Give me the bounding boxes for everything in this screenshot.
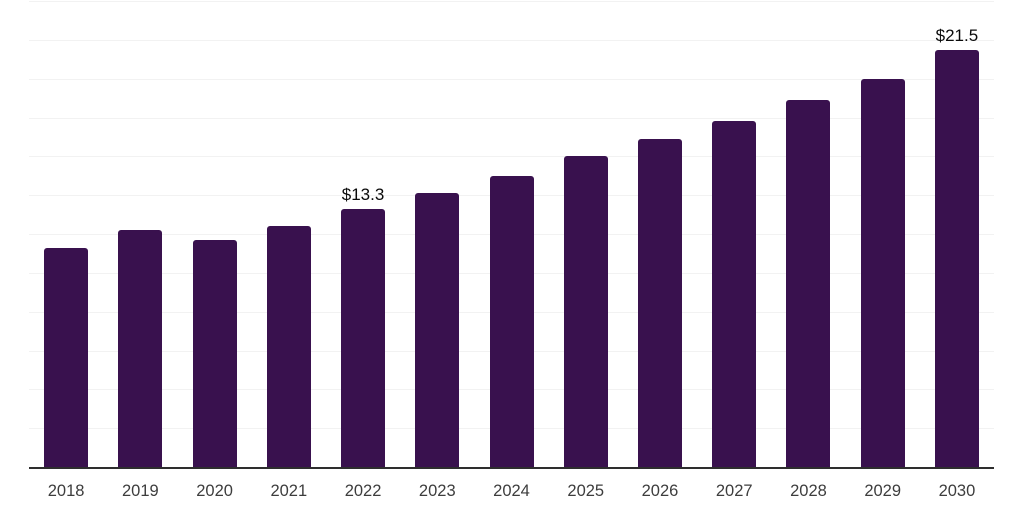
bar-slot-2020 <box>177 1 251 467</box>
gridline <box>29 78 994 80</box>
bar-slot-2030: $21.5 <box>920 1 994 467</box>
x-tick-2026: 2026 <box>641 482 679 500</box>
x-axis-labels: 2018 2019 2020 2021 2022 2023 2024 2025 2026 2027… <box>29 482 994 501</box>
gridline <box>29 39 994 41</box>
x-tick-2028: 2028 <box>790 482 827 500</box>
bar-2024 <box>489 175 534 467</box>
bar-slot-2027 <box>697 1 771 467</box>
bar-2027 <box>712 121 757 467</box>
bar-2022 <box>341 208 386 467</box>
bar-2018 <box>44 247 89 467</box>
bar-2029 <box>860 78 905 467</box>
x-tick-2030: 2030 <box>938 482 976 500</box>
bar-slot-2023 <box>400 1 474 467</box>
bar-slot-2028 <box>771 1 845 467</box>
plot-area: $13.3 $21.5 <box>29 1 994 469</box>
gridline <box>29 156 994 158</box>
bar-slot-2018 <box>29 1 103 467</box>
x-tick-2022: 2022 <box>344 482 382 500</box>
bar-slot-2029 <box>846 1 920 467</box>
x-tick-2020: 2020 <box>196 482 233 500</box>
bar-slot-2021 <box>252 1 326 467</box>
bar-2028 <box>786 100 831 467</box>
x-tick-2024: 2024 <box>493 482 530 500</box>
x-tick-2029: 2029 <box>864 482 902 500</box>
x-tick-2025: 2025 <box>567 482 605 500</box>
gridline <box>29 117 994 119</box>
bar-slot-2019 <box>103 1 177 467</box>
bar-2019 <box>118 230 163 467</box>
bar-2026 <box>637 138 682 467</box>
bar-slot-2024 <box>474 1 548 467</box>
bars: $13.3 $21.5 <box>29 1 994 467</box>
bar-slot-2026 <box>623 1 697 467</box>
bar-slot-2022: $13.3 <box>326 1 400 467</box>
bar-slot-2025 <box>549 1 623 467</box>
x-tick-2021: 2021 <box>270 482 308 500</box>
bar-2021 <box>266 226 311 467</box>
bar-2020 <box>192 239 237 467</box>
x-tick-2023: 2023 <box>418 482 456 500</box>
x-tick-2019: 2019 <box>121 482 159 500</box>
gridline <box>29 1 994 2</box>
x-tick-2027: 2027 <box>715 482 753 500</box>
bar-2030 <box>934 49 979 467</box>
bar-2023 <box>415 193 460 467</box>
data-label-2022: $13.3 <box>341 184 385 204</box>
data-label-2030: $21.5 <box>935 25 979 45</box>
x-tick-2018: 2018 <box>47 482 85 500</box>
bar-2025 <box>563 156 608 467</box>
